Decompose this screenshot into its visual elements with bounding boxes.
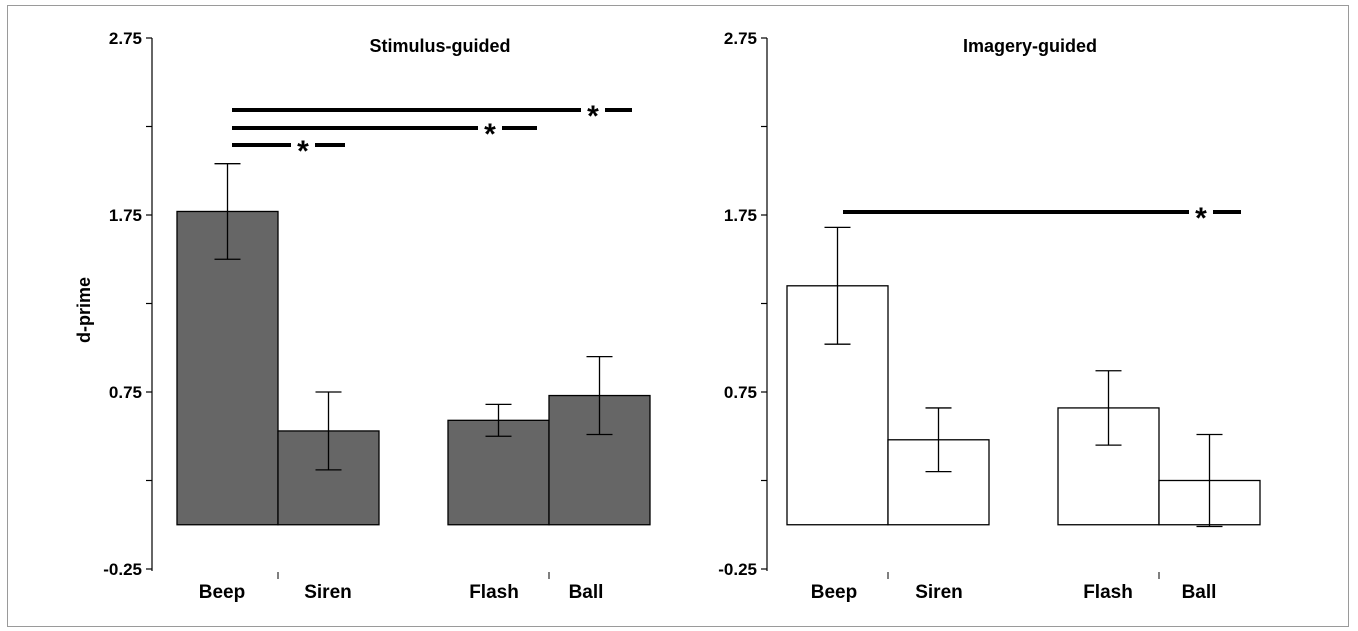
y-axis-label: d-prime xyxy=(74,277,94,343)
x-category-label: Siren xyxy=(915,582,963,603)
x-category-label: Beep xyxy=(811,582,857,603)
significance-star: * xyxy=(1195,202,1207,235)
y-tick-label: 0.75 xyxy=(724,383,757,402)
panel-title: Stimulus-guided xyxy=(370,36,511,56)
y-tick-label: 0.75 xyxy=(109,383,142,402)
y-tick-label: 1.75 xyxy=(724,206,757,225)
y-tick-label: 2.75 xyxy=(724,29,757,48)
y-tick-label: 2.75 xyxy=(109,29,142,48)
x-category-label: Ball xyxy=(1182,582,1217,603)
y-tick-label: -0.25 xyxy=(103,560,142,579)
significance-star: * xyxy=(587,100,599,133)
bar-beep xyxy=(176,210,279,526)
bar-siren xyxy=(277,430,380,526)
y-tick-label: -0.25 xyxy=(718,560,757,579)
x-category-label: Ball xyxy=(569,582,604,603)
x-category-label: Flash xyxy=(469,582,519,603)
figure-frame xyxy=(7,5,1349,627)
x-category-label: Siren xyxy=(304,582,352,603)
y-tick-label: 1.75 xyxy=(109,206,142,225)
bar-flash xyxy=(447,419,550,526)
panel-title: Imagery-guided xyxy=(963,36,1097,56)
panel-imagery-guided: 2.75 1.75 0.75 -0.25 Beep Siren Flash Ball Image… xyxy=(718,29,1261,603)
significance-star: * xyxy=(297,135,309,168)
x-category-label: Beep xyxy=(199,582,245,603)
significance-star: * xyxy=(484,118,496,151)
x-category-label: Flash xyxy=(1083,582,1133,603)
bar-beep xyxy=(786,285,889,526)
panel-stimulus-guided: 2.75 1.75 0.75 -0.25 Beep Siren Flash Ball Stimu… xyxy=(74,29,651,603)
